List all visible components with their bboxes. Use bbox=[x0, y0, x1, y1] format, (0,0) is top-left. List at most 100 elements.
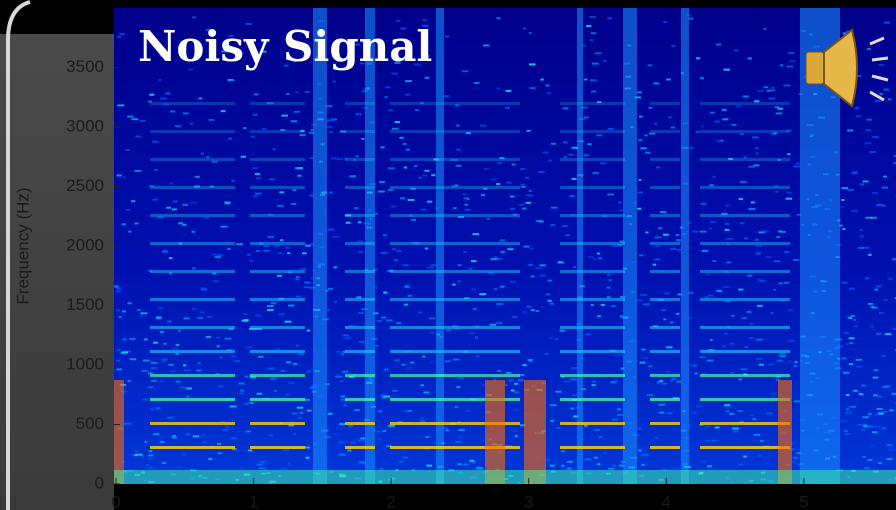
texture bbox=[732, 428, 739, 430]
texture bbox=[648, 365, 652, 367]
texture bbox=[169, 364, 174, 366]
texture bbox=[285, 321, 292, 323]
texture bbox=[788, 340, 794, 342]
texture bbox=[876, 333, 881, 335]
texture bbox=[569, 154, 574, 156]
texture bbox=[726, 205, 729, 207]
texture bbox=[739, 198, 743, 200]
texture bbox=[695, 372, 698, 374]
texture bbox=[201, 434, 204, 436]
texture bbox=[874, 369, 879, 371]
texture bbox=[535, 267, 541, 269]
texture bbox=[665, 292, 670, 294]
texture bbox=[391, 73, 398, 75]
texture bbox=[326, 126, 332, 128]
texture bbox=[175, 125, 181, 127]
texture bbox=[250, 402, 254, 404]
texture bbox=[550, 224, 555, 226]
texture bbox=[507, 248, 513, 250]
texture bbox=[860, 229, 863, 231]
texture bbox=[654, 258, 660, 260]
texture bbox=[617, 414, 623, 416]
texture bbox=[606, 287, 610, 289]
texture bbox=[590, 39, 594, 41]
harmonic bbox=[650, 446, 680, 449]
texture bbox=[420, 420, 425, 422]
texture bbox=[156, 407, 161, 409]
texture bbox=[591, 91, 596, 93]
harmonic bbox=[650, 374, 680, 377]
texture bbox=[561, 450, 566, 452]
harmonic bbox=[650, 242, 680, 245]
texture bbox=[452, 284, 455, 286]
harmonic bbox=[390, 350, 520, 353]
texture bbox=[862, 416, 869, 418]
harmonic bbox=[250, 422, 305, 425]
texture bbox=[328, 413, 333, 415]
harmonic bbox=[150, 374, 235, 377]
texture bbox=[208, 458, 212, 460]
texture bbox=[445, 360, 451, 362]
texture bbox=[766, 412, 772, 414]
texture bbox=[708, 295, 714, 297]
texture bbox=[847, 129, 853, 131]
texture bbox=[216, 337, 220, 339]
texture bbox=[736, 105, 741, 107]
texture bbox=[126, 209, 130, 211]
texture bbox=[883, 299, 888, 301]
texture bbox=[647, 394, 654, 396]
texture bbox=[724, 69, 730, 71]
texture bbox=[849, 406, 856, 408]
texture bbox=[288, 305, 294, 307]
texture bbox=[239, 393, 244, 395]
texture bbox=[425, 77, 430, 79]
harmonic bbox=[250, 102, 305, 105]
texture bbox=[742, 317, 747, 319]
texture bbox=[399, 137, 404, 139]
texture bbox=[335, 376, 342, 378]
texture bbox=[722, 345, 726, 347]
texture bbox=[231, 355, 236, 357]
texture bbox=[211, 161, 218, 163]
texture bbox=[446, 329, 451, 331]
texture bbox=[590, 79, 597, 81]
texture bbox=[531, 309, 536, 311]
texture bbox=[386, 319, 392, 321]
texture bbox=[882, 187, 888, 189]
texture bbox=[156, 317, 162, 319]
texture bbox=[856, 359, 862, 361]
texture bbox=[208, 119, 214, 121]
texture bbox=[169, 257, 173, 259]
texture bbox=[722, 118, 728, 120]
texture bbox=[396, 322, 402, 324]
texture bbox=[700, 231, 707, 233]
texture bbox=[116, 368, 122, 370]
texture bbox=[134, 170, 141, 172]
texture bbox=[342, 371, 348, 373]
texture bbox=[420, 384, 424, 386]
texture bbox=[263, 250, 269, 252]
texture bbox=[250, 136, 255, 138]
texture bbox=[213, 280, 218, 282]
texture bbox=[531, 275, 535, 277]
texture bbox=[709, 227, 712, 229]
texture bbox=[744, 346, 748, 348]
texture bbox=[359, 461, 366, 463]
texture bbox=[359, 341, 365, 343]
texture bbox=[295, 167, 300, 169]
texture bbox=[659, 412, 664, 414]
texture bbox=[645, 152, 651, 154]
texture bbox=[281, 370, 286, 372]
texture bbox=[445, 429, 448, 431]
texture bbox=[857, 424, 862, 426]
texture bbox=[161, 361, 166, 363]
texture bbox=[396, 250, 401, 252]
texture bbox=[422, 19, 427, 21]
texture bbox=[487, 218, 490, 220]
texture bbox=[476, 467, 483, 469]
texture bbox=[780, 231, 786, 233]
texture bbox=[255, 315, 261, 317]
texture bbox=[117, 104, 124, 106]
texture bbox=[860, 183, 864, 185]
texture bbox=[786, 192, 792, 194]
